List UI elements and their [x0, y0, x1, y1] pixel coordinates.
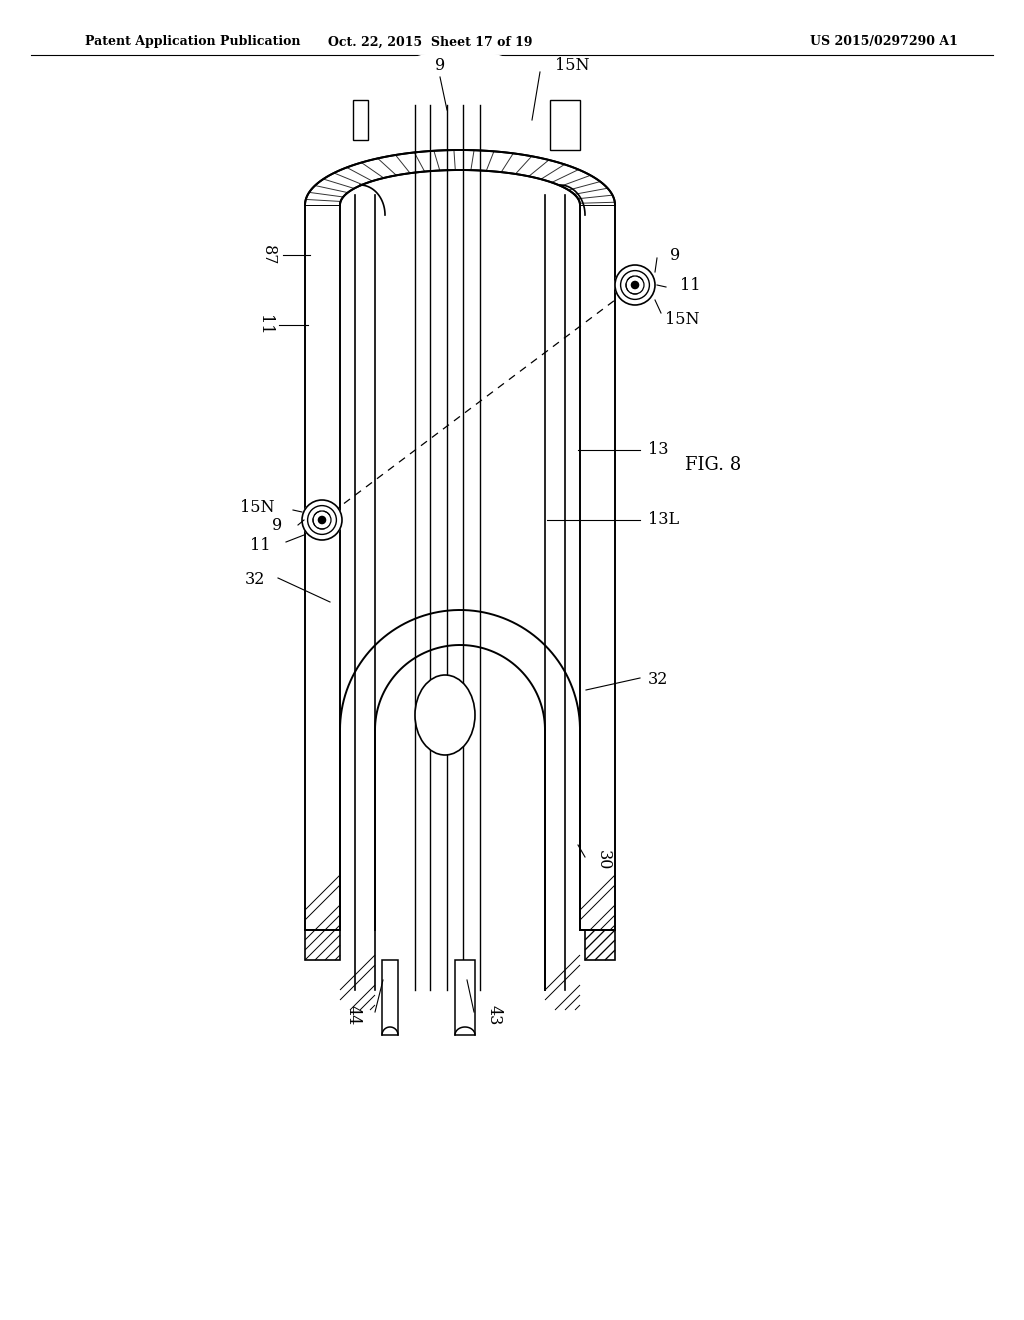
Circle shape: [302, 500, 342, 540]
Text: 11: 11: [250, 536, 270, 553]
Text: 32: 32: [245, 572, 265, 589]
Text: FIG. 8: FIG. 8: [685, 455, 741, 474]
Ellipse shape: [415, 675, 475, 755]
Bar: [305, 205, 340, 931]
Bar: [550, 100, 580, 150]
Text: 9: 9: [670, 247, 680, 264]
Text: 43: 43: [486, 1005, 503, 1026]
Text: Patent Application Publication: Patent Application Publication: [85, 36, 300, 49]
Text: 9: 9: [271, 516, 282, 533]
Text: 15N: 15N: [665, 312, 699, 329]
Text: 32: 32: [648, 672, 669, 689]
Bar: [580, 205, 615, 931]
Text: 11: 11: [256, 314, 273, 335]
Circle shape: [632, 281, 639, 289]
Bar: [455, 960, 475, 1035]
Text: 87: 87: [259, 244, 276, 265]
Circle shape: [615, 265, 655, 305]
Wedge shape: [305, 50, 615, 205]
Circle shape: [318, 516, 326, 524]
Text: Oct. 22, 2015  Sheet 17 of 19: Oct. 22, 2015 Sheet 17 of 19: [328, 36, 532, 49]
Text: US 2015/0297290 A1: US 2015/0297290 A1: [810, 36, 957, 49]
Text: 13L: 13L: [648, 511, 679, 528]
Text: 44: 44: [345, 1005, 362, 1026]
Bar: [382, 960, 398, 1035]
Bar: [585, 931, 615, 960]
Text: 13: 13: [648, 441, 669, 458]
Text: 30: 30: [595, 850, 612, 870]
Text: 15N: 15N: [555, 57, 590, 74]
Text: 11: 11: [680, 276, 700, 293]
Bar: [305, 931, 340, 960]
Text: 9: 9: [435, 57, 445, 74]
Text: 15N: 15N: [241, 499, 275, 516]
Bar: [353, 100, 368, 140]
